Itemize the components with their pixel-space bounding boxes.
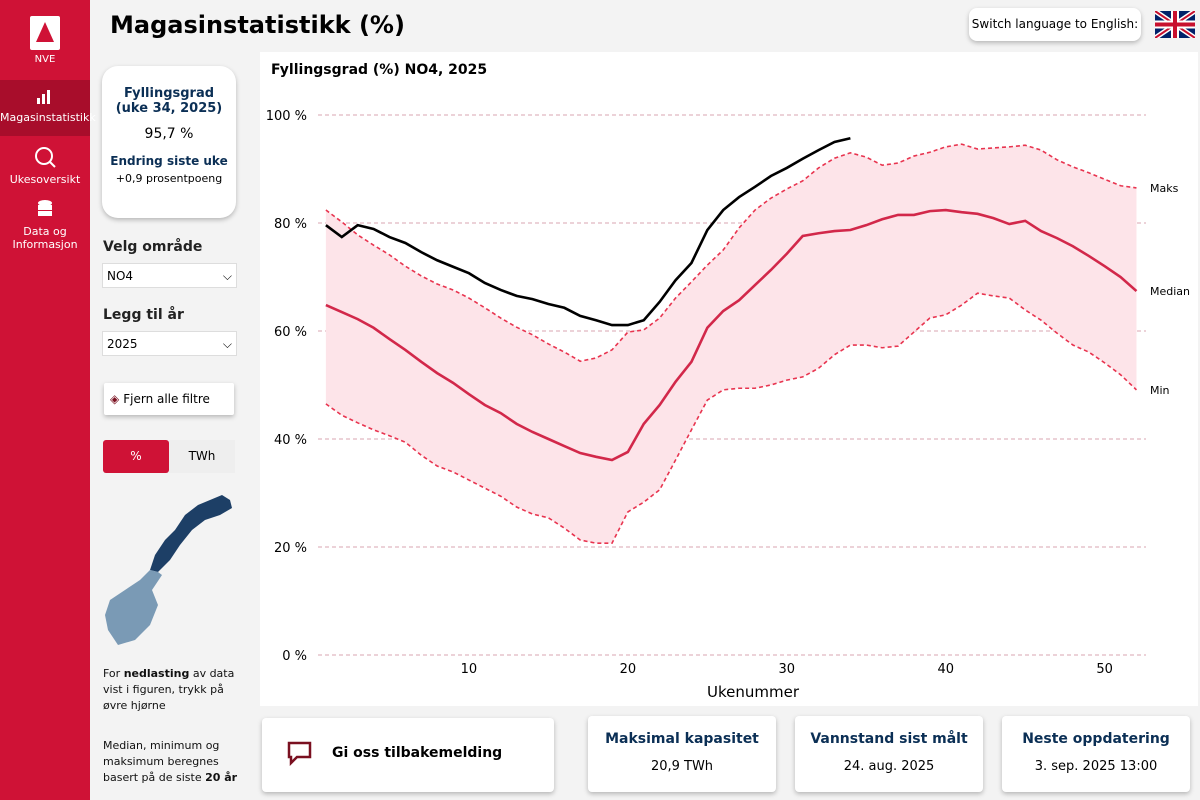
card-change: +0,9 prosentpoeng xyxy=(115,172,223,185)
eraser-icon: ◈ xyxy=(110,392,120,406)
card-value: 95,7 % xyxy=(144,126,194,142)
info-card: Maksimal kapasitet 20,9 TWh xyxy=(588,716,776,792)
logo-text: NVE xyxy=(34,54,56,65)
text: Median, minimum og maksimum beregnes bas… xyxy=(103,739,220,784)
series-line xyxy=(325,208,1138,462)
card-subtitle: Endring siste uke xyxy=(110,154,228,168)
chart: Fyllingsgrad (%) NO4, 2025 Ukenummer 0 % 20… xyxy=(260,52,1198,706)
x-tick-label: 20 xyxy=(620,662,637,677)
nav-item[interactable]: Data og Informasjon xyxy=(0,198,90,251)
download-note: For nedlasting av data vist i figuren, t… xyxy=(103,666,238,714)
uk-flag[interactable] xyxy=(1155,11,1195,38)
x-axis-label: Ukenummer xyxy=(707,683,800,701)
area-select[interactable]: NO4 ⌵ xyxy=(102,263,237,288)
series-label: Median xyxy=(1150,285,1190,298)
nav-item[interactable]: Magasinstatistikk xyxy=(0,80,96,136)
info-title: Maksimal kapasitet xyxy=(605,731,759,747)
text: nedlasting xyxy=(123,667,190,680)
feedback-button[interactable]: Gi oss tilbakemelding xyxy=(262,718,554,792)
y-tick-label: 20 % xyxy=(274,541,307,556)
unit-toggle-active[interactable]: % xyxy=(103,440,169,473)
info-card: Neste oppdatering 3. sep. 2025 13:00 xyxy=(1002,716,1190,792)
range-band xyxy=(325,144,1137,544)
norway-map xyxy=(105,495,232,645)
year-value: 2025 xyxy=(107,337,138,351)
series-label: Min xyxy=(1150,384,1170,397)
x-tick-label: 50 xyxy=(1096,662,1113,677)
series-label: Maks xyxy=(1150,182,1179,195)
nav-item[interactable]: Ukesoversikt xyxy=(0,144,90,186)
clear-filters[interactable]: ◈ Fjern alle filtre xyxy=(104,383,234,415)
y-tick-label: 0 % xyxy=(282,649,307,664)
info-value: 20,9 TWh xyxy=(650,759,714,774)
icon xyxy=(37,90,50,104)
y-tick-label: 100 % xyxy=(266,109,307,124)
chevron: ⌵ xyxy=(222,337,232,351)
year-select[interactable]: 2025 ⌵ xyxy=(102,331,237,356)
chart-title: Fyllingsgrad (%) NO4, 2025 xyxy=(271,62,487,78)
x-tick-label: 40 xyxy=(937,662,954,677)
card-title: Fyllingsgrad (uke 34, 2025) xyxy=(115,86,223,116)
page-title: Magasinstatistikk (%) xyxy=(110,11,405,39)
year-label: Legg til år xyxy=(103,307,184,323)
x-tick-label: 30 xyxy=(779,662,796,677)
area-label: Velg område xyxy=(103,239,203,255)
feedback-label: Gi oss tilbakemelding xyxy=(332,745,503,761)
clear-label: Fjern alle filtre xyxy=(123,392,210,406)
chat-icon xyxy=(287,741,312,766)
summary-card: Fyllingsgrad (uke 34, 2025) 95,7 % Endri… xyxy=(102,66,236,218)
y-tick-label: 60 % xyxy=(274,325,307,340)
unit-toggle[interactable]: TWh xyxy=(169,440,235,473)
sidebar: NVE Magasinstatistikk Ukesoversikt Data … xyxy=(0,0,96,800)
series-line xyxy=(325,136,851,327)
x-tick-label: 10 xyxy=(461,662,478,677)
logo-icon xyxy=(30,16,60,50)
info-title: Neste oppdatering xyxy=(1022,731,1170,747)
info-title: Vannstand sist målt xyxy=(810,731,968,747)
series-line xyxy=(325,292,1138,545)
area-value: NO4 xyxy=(107,269,134,283)
nav-label: Data og Informasjon xyxy=(12,225,78,251)
info-value: 24. aug. 2025 xyxy=(843,759,935,774)
series-line xyxy=(325,143,1137,363)
nav-label: Ukesoversikt xyxy=(9,173,81,186)
text: For xyxy=(103,667,124,680)
info-card: Vannstand sist målt 24. aug. 2025 xyxy=(795,716,983,792)
text: av data vist i figuren, trykk på øvre hj… xyxy=(103,667,235,712)
icon xyxy=(35,147,56,168)
y-tick-label: 80 % xyxy=(274,217,307,232)
info-value: 3. sep. 2025 13:00 xyxy=(1034,759,1158,774)
nav-label: Magasinstatistikk xyxy=(0,111,96,124)
icon xyxy=(38,200,52,216)
text: 20 år xyxy=(205,771,238,784)
language-switch[interactable]: Switch language to English: xyxy=(969,8,1141,41)
chevron: ⌵ xyxy=(222,269,232,283)
y-tick-label: 40 % xyxy=(274,433,307,448)
basis-note: Median, minimum og maksimum beregnes bas… xyxy=(103,738,238,786)
